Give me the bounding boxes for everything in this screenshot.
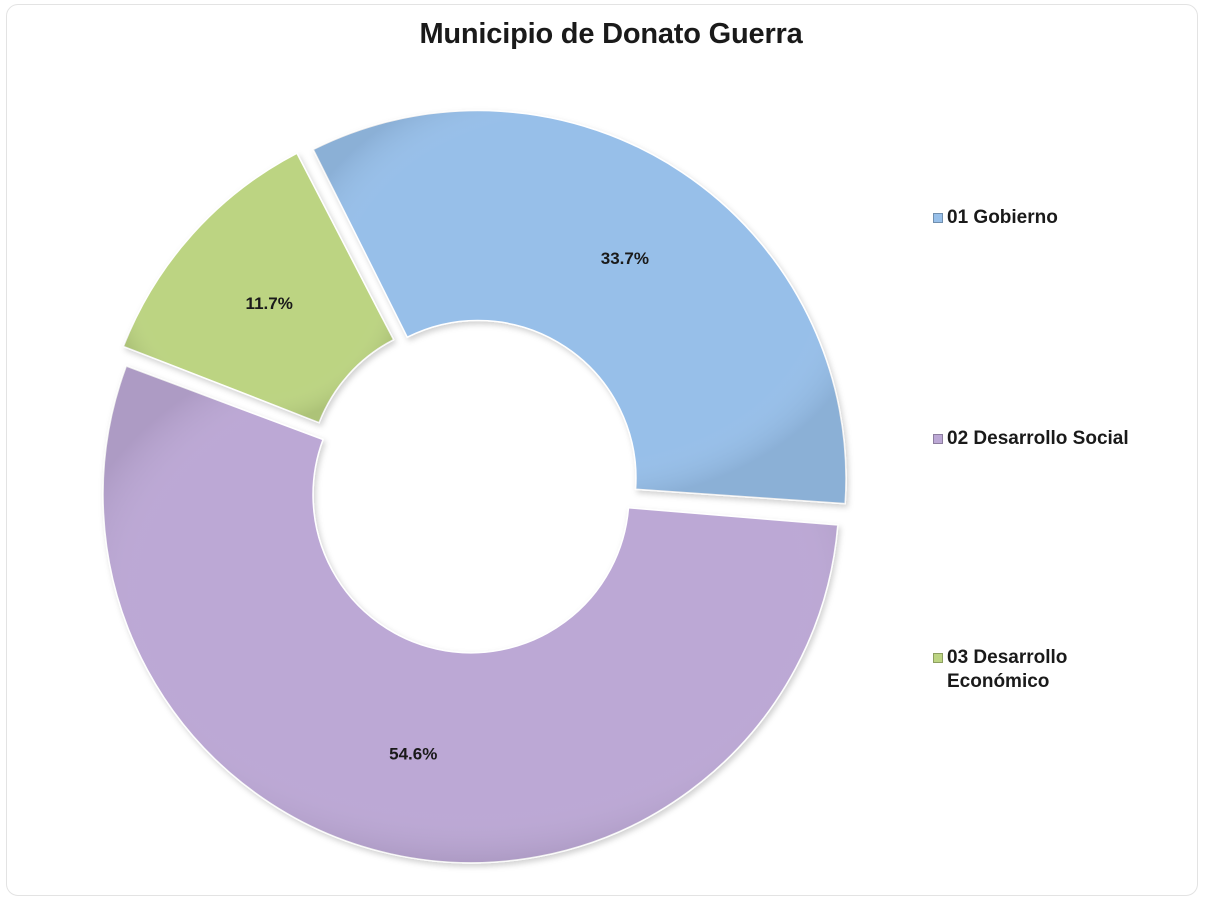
slice-gobierno xyxy=(312,109,847,505)
legend-label-desarrollo-social: 02 Desarrollo Social xyxy=(947,428,1129,449)
slice-label-gobierno: 33.7% xyxy=(601,249,649,268)
legend-item-desarrollo-social: 02 Desarrollo Social xyxy=(933,427,1193,451)
slice-label-desarrollo-economico: 11.7% xyxy=(246,294,293,313)
legend-label-desarrollo-economico: 03 Desarrollo Económico xyxy=(947,647,1068,692)
legend-item-desarrollo-economico: 03 Desarrollo Económico xyxy=(933,646,1193,694)
legend-swatch-desarrollo-economico xyxy=(933,653,943,663)
legend-item-gobierno: 01 Gobierno xyxy=(933,206,1193,230)
slice-label-desarrollo-social: 54.6% xyxy=(389,744,437,763)
legend-label-gobierno: 01 Gobierno xyxy=(947,207,1058,228)
chart-title: Municipio de Donato Guerra xyxy=(419,18,803,50)
legend-swatch-desarrollo-social xyxy=(933,434,943,444)
legend-swatch-gobierno xyxy=(933,213,943,223)
